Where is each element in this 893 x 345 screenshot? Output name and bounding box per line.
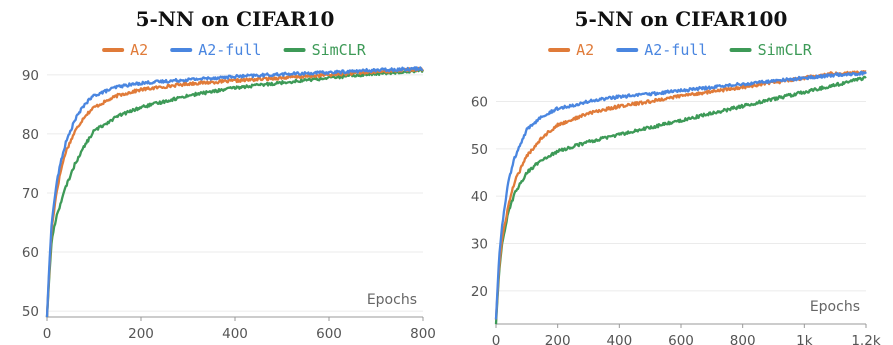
legend-label: A2-full [644, 41, 707, 59]
y-tick-label: 40 [471, 189, 488, 205]
x-axis-label: Epochs [367, 292, 417, 308]
x-axis-label: Epochs [810, 299, 860, 315]
legend-label: A2 [576, 41, 594, 59]
y-tick-label: 60 [22, 245, 39, 261]
y-tick-label: 50 [471, 142, 488, 158]
legend-item-simclr: SimCLR [729, 41, 813, 59]
series-line-a2 [45, 66, 424, 318]
chart-panel-cifar100: 5-NN on CIFAR100 A2 A2-full SimCLR 20 30 40 50 6… [446, 0, 893, 345]
series-line-a2 [494, 70, 867, 320]
y-tick-label: 60 [471, 95, 488, 111]
series-line-a2-full [494, 70, 867, 320]
y-tick-label: 80 [22, 127, 39, 143]
legend-label: SimCLR [312, 41, 367, 59]
legend-item-a2-full: A2-full [170, 41, 261, 59]
x-tick-label: 600 [668, 333, 694, 345]
legend-label: A2-full [198, 41, 261, 59]
chart-title: 5-NN on CIFAR10 [136, 7, 335, 31]
x-tick-label: 800 [730, 333, 756, 345]
legend-item-a2: A2 [102, 41, 148, 59]
x-tick-label: 400 [606, 333, 632, 345]
chart-panel-cifar10: 5-NN on CIFAR10 A2 A2-full SimCLR 50 60 70 80 90… [0, 0, 440, 345]
x-tick-label: 1k [796, 333, 813, 345]
x-tick-label: 600 [316, 326, 342, 342]
y-tick-label: 70 [22, 186, 39, 202]
legend-item-a2: A2 [548, 41, 594, 59]
x-tick-label: 0 [43, 326, 52, 342]
x-tick-label: 0 [492, 333, 501, 345]
x-tick-label: 400 [222, 326, 248, 342]
series-line-a2-full [45, 66, 424, 318]
legend-label: A2 [130, 41, 148, 59]
legend-label: SimCLR [758, 41, 813, 59]
series-line-simclr [45, 68, 425, 318]
series-line-simclr [494, 75, 867, 325]
y-tick-label: 20 [471, 284, 488, 300]
x-tick-label: 800 [410, 326, 436, 342]
x-tick-label: 200 [545, 333, 571, 345]
y-tick-label: 90 [22, 68, 39, 84]
chart-title: 5-NN on CIFAR100 [575, 7, 788, 31]
legend-item-a2-full: A2-full [616, 41, 707, 59]
chart-cifar100: 5-NN on CIFAR100 A2 A2-full SimCLR 20 30 40 50 6… [471, 7, 881, 345]
y-tick-label: 50 [22, 304, 39, 320]
y-tick-label: 30 [471, 237, 488, 253]
x-tick-label: 200 [128, 326, 154, 342]
chart-cifar10: 5-NN on CIFAR10 A2 A2-full SimCLR 50 60 70 80 90… [22, 7, 436, 342]
legend-item-simclr: SimCLR [283, 41, 367, 59]
x-tick-label: 1.2k [851, 333, 880, 345]
